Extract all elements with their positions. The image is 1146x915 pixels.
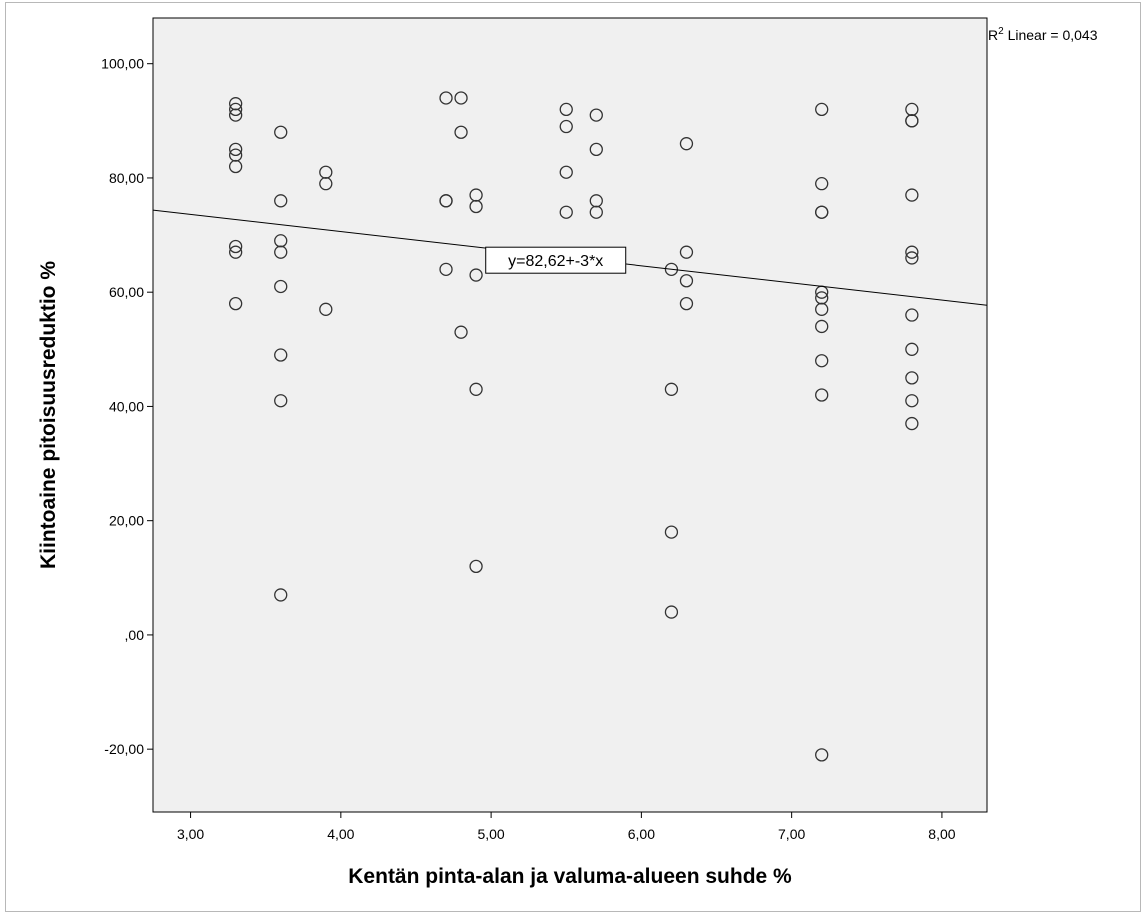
data-point: [469, 559, 483, 574]
data-point: [679, 274, 694, 288]
data-point: [228, 142, 243, 157]
y-axis: -20,00 ,00 20,00 40,00 60,00 80,00 100,00: [101, 56, 153, 757]
x-axis-title: Kentän pinta-alan ja valuma-alueen suhde…: [348, 865, 792, 888]
data-point: [664, 382, 679, 396]
data-point: [454, 91, 468, 105]
y-tick-label: 60,00: [109, 284, 144, 300]
data-point: [559, 205, 573, 219]
data-point: [589, 108, 603, 122]
data-point: [905, 371, 919, 385]
data-point: [679, 245, 694, 259]
y-axis-title: Kiintoaine pitoisuusreduktio %: [37, 261, 60, 569]
data-point: [559, 119, 573, 134]
data-point: [815, 748, 829, 762]
data-point: [228, 296, 243, 311]
data-point: [679, 296, 694, 311]
data-point: [589, 205, 603, 219]
r-squared-symbol: R: [988, 27, 998, 43]
data-point: [815, 354, 829, 368]
y-tick-label: 40,00: [109, 398, 144, 414]
data-point: [469, 382, 483, 396]
fit-equation-box: y=82,62+-3*x: [485, 246, 627, 274]
data-point: [274, 245, 288, 259]
data-point: [815, 205, 829, 219]
x-tick-label: 5,00: [477, 826, 504, 842]
data-point: [815, 102, 829, 117]
data-point: [905, 342, 919, 356]
data-point: [274, 588, 288, 602]
x-tick-label: 7,00: [778, 826, 805, 842]
data-point: [454, 125, 468, 139]
data-point: [319, 302, 333, 316]
y-tick-label: 80,00: [109, 170, 144, 186]
data-point: [905, 114, 919, 128]
data-point: [228, 102, 243, 117]
data-point: [439, 262, 453, 276]
data-point: [274, 348, 288, 362]
data-point: [228, 239, 243, 254]
data-point: [664, 605, 679, 619]
x-axis: 3,00 4,00 5,00 6,00 7,00 8,00: [177, 812, 956, 842]
data-point: [319, 177, 333, 191]
data-point: [228, 245, 243, 259]
data-point: [274, 194, 288, 208]
data-point: [469, 199, 483, 214]
fit-equation-label: y=82,62+-3*x: [508, 253, 603, 270]
y-tick-label: ,00: [125, 627, 145, 643]
data-point: [815, 388, 829, 402]
data-point: [664, 262, 679, 276]
data-point: [589, 142, 603, 157]
data-point: [274, 394, 288, 408]
data-point: [815, 177, 829, 191]
data-point: [439, 91, 453, 105]
x-tick-label: 4,00: [327, 826, 354, 842]
x-tick-label: 8,00: [928, 826, 955, 842]
data-point: [664, 525, 679, 539]
fit-equation-frame: [485, 246, 627, 274]
data-point: [679, 137, 694, 151]
data-point: [274, 279, 288, 294]
data-point: [454, 325, 468, 339]
r-squared-superscript: 2: [998, 26, 1004, 37]
data-point: [815, 302, 829, 316]
data-point: [905, 416, 919, 431]
y-tick-label: 100,00: [101, 56, 144, 72]
data-point: [815, 319, 829, 334]
y-tick-label: 20,00: [109, 513, 144, 529]
data-point: [274, 125, 288, 139]
data-point: [905, 188, 919, 202]
data-point: [439, 194, 453, 208]
y-tick-label: -20,00: [104, 741, 144, 757]
data-point: [469, 268, 483, 282]
data-points: [228, 91, 919, 762]
data-point: [559, 165, 573, 179]
r-squared-value: Linear = 0,043: [1004, 27, 1098, 43]
data-point: [559, 102, 573, 117]
data-point: [905, 245, 919, 259]
data-point: [905, 394, 919, 408]
r-squared-label: R2 Linear = 0,043: [988, 26, 1098, 43]
data-point: [905, 251, 919, 265]
data-point: [228, 159, 243, 174]
plot-area: [152, 17, 988, 813]
x-tick-label: 3,00: [177, 826, 204, 842]
data-point: [228, 108, 243, 122]
x-tick-label: 6,00: [628, 826, 655, 842]
data-point: [905, 308, 919, 322]
